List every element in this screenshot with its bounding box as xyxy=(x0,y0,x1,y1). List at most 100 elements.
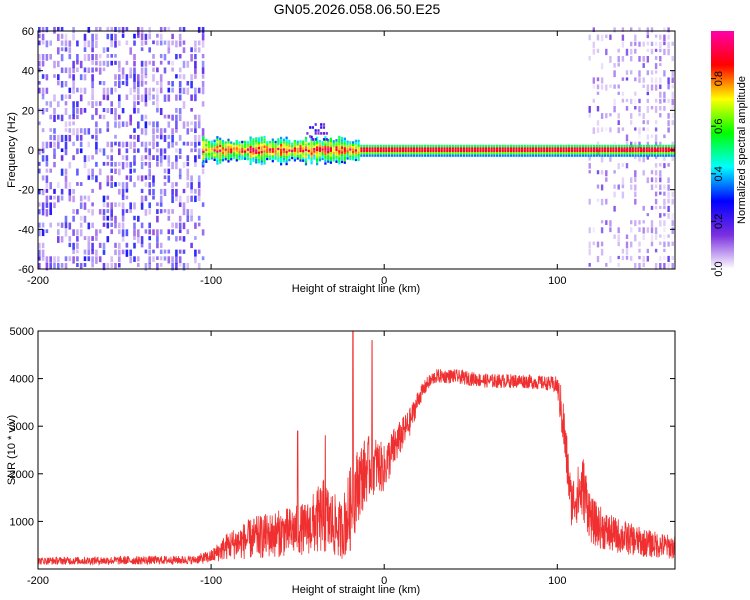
noise-cell xyxy=(182,209,186,216)
noise-cell xyxy=(140,202,144,210)
noise-cell xyxy=(41,27,45,33)
noise-cell xyxy=(91,242,94,251)
colorbar-tick-label: 0.6 xyxy=(713,119,725,134)
signal-cell xyxy=(412,144,416,148)
noise-cell xyxy=(83,249,87,255)
signal-cell xyxy=(465,149,468,152)
noise-cell xyxy=(613,234,616,239)
signal-cell xyxy=(476,154,479,157)
signal-cell xyxy=(512,144,515,148)
y-tick-label: 5000 xyxy=(10,326,34,338)
noise-cell xyxy=(167,161,171,167)
noise-cell xyxy=(201,87,205,95)
noise-cell xyxy=(133,182,136,188)
signal-cell xyxy=(324,140,327,144)
signal-cell xyxy=(429,152,432,155)
signal-cell xyxy=(509,152,513,155)
noise-cell xyxy=(41,256,45,261)
signal-cell xyxy=(219,142,222,145)
noise-cell xyxy=(182,263,186,271)
signal-cell xyxy=(479,154,482,157)
signal-cell xyxy=(399,149,402,152)
noise-cell xyxy=(630,41,633,47)
noise-cell xyxy=(671,98,674,106)
noise-cell xyxy=(68,54,72,60)
noise-cell xyxy=(630,141,633,148)
noise-cell xyxy=(197,263,201,270)
noise-cell xyxy=(617,113,620,119)
signal-cell xyxy=(543,144,546,148)
noise-cell xyxy=(144,128,148,136)
signal-cell xyxy=(462,152,465,155)
signal-cell xyxy=(556,154,560,157)
noise-cell xyxy=(72,229,75,236)
noise-cell xyxy=(194,67,197,74)
signal-cell xyxy=(451,144,454,148)
noise-cell xyxy=(45,195,49,203)
signal-cell xyxy=(316,148,319,151)
noise-cell xyxy=(625,98,629,103)
signal-cell xyxy=(219,156,222,159)
signal-cell xyxy=(340,136,344,140)
noise-cell xyxy=(114,202,117,207)
noise-cell xyxy=(114,161,117,167)
signal-cell xyxy=(208,145,211,149)
noise-cell xyxy=(118,242,121,249)
noise-cell xyxy=(64,229,68,237)
signal-cell xyxy=(304,160,308,163)
signal-cell xyxy=(302,142,305,146)
noise-cell xyxy=(178,195,182,203)
noise-cell xyxy=(617,120,620,126)
signal-cell xyxy=(368,147,371,150)
noise-cell xyxy=(667,77,670,85)
colorbar-tick-label: 0.4 xyxy=(713,166,725,181)
signal-cell xyxy=(266,153,269,156)
noise-cell xyxy=(171,182,174,189)
signal-cell xyxy=(642,147,645,150)
noise-cell xyxy=(617,84,620,89)
noise-cell xyxy=(171,222,174,228)
signal-cell xyxy=(595,152,598,155)
signal-cell xyxy=(479,147,482,150)
signal-cell xyxy=(634,149,637,152)
signal-cell xyxy=(346,154,349,158)
signal-cell xyxy=(232,156,236,160)
noise-cell xyxy=(38,168,41,174)
signal-cell xyxy=(568,149,571,152)
signal-cell xyxy=(202,136,205,139)
signal-cell xyxy=(246,146,249,149)
signal-cell xyxy=(202,143,205,146)
noise-cell xyxy=(190,47,193,53)
signal-cell xyxy=(340,156,344,159)
noise-cell xyxy=(201,128,205,136)
signal-cell xyxy=(437,154,441,157)
signal-cell xyxy=(357,144,360,147)
signal-cell xyxy=(537,149,540,152)
signal-cell xyxy=(590,147,593,150)
signal-cell xyxy=(280,146,283,149)
signal-cell xyxy=(604,147,607,150)
signal-cell xyxy=(551,149,554,152)
noise-cell xyxy=(194,256,197,264)
noise-cell xyxy=(638,248,641,253)
signal-cell xyxy=(285,162,288,166)
signal-cell xyxy=(338,142,341,146)
signal-cell xyxy=(581,144,585,148)
noise-cell xyxy=(110,148,113,153)
signal-cell xyxy=(415,154,418,157)
signal-cell xyxy=(299,145,302,148)
noise-cell xyxy=(87,195,91,202)
signal-cell xyxy=(615,152,618,155)
noise-cell xyxy=(197,175,201,183)
signal-cell xyxy=(282,150,285,153)
noise-cell xyxy=(45,40,49,48)
signal-cell xyxy=(268,143,272,146)
spectrogram-x-ticks: -200 -100 0 100 xyxy=(27,31,566,287)
noise-cell xyxy=(167,229,171,235)
signal-cell xyxy=(462,144,465,148)
noise-cell xyxy=(159,74,163,82)
signal-cell xyxy=(379,149,382,152)
noise-cell xyxy=(64,182,68,189)
noise-cell xyxy=(617,63,620,67)
